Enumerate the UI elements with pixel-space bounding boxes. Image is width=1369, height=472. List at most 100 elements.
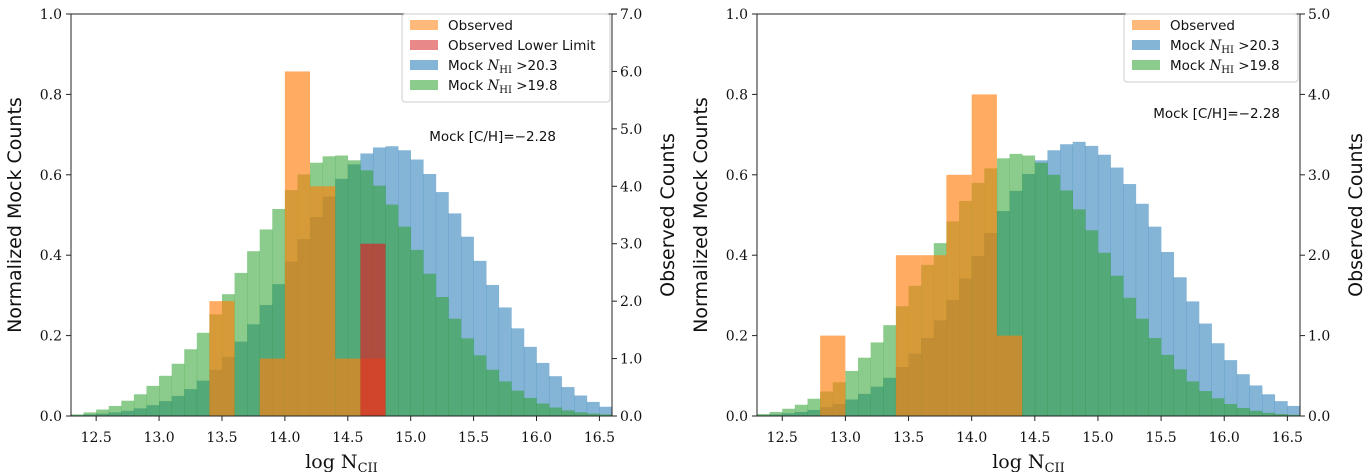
- x-tick-label: 14.0: [269, 430, 300, 446]
- x-axis-title: log NCII: [305, 451, 378, 472]
- x-tick-label: 15.0: [1082, 430, 1113, 446]
- bar-mock-19-8: [1148, 338, 1162, 416]
- bar-mock-20-3: [1224, 360, 1238, 416]
- y-axis-left: 0.0 0.2 0.4 0.6 0.8 1.0: [726, 7, 757, 425]
- legend-label-part: Mock: [1170, 38, 1209, 54]
- bar-mock-19-8: [574, 412, 588, 416]
- y-right-tick-label: 6.0: [620, 64, 642, 80]
- y-right-tick-label: 2.0: [1308, 248, 1330, 264]
- bar-observed: [996, 335, 1023, 416]
- x-axis-title-sub: CII: [1045, 461, 1065, 472]
- y-tick-label: 0.8: [40, 87, 62, 103]
- bar-mock-19-8: [1173, 369, 1187, 416]
- bar-mock-19-8: [561, 410, 575, 416]
- y-right-tick-label: 7.0: [620, 7, 642, 23]
- legend-label-mock-20-3: Mock NHI >20.3: [448, 58, 558, 76]
- bar-mock-19-8: [883, 325, 897, 416]
- x-tick-label: 14.0: [956, 430, 987, 446]
- legend-label-part: Mock: [448, 78, 487, 94]
- bar-observed: [259, 358, 285, 416]
- y-right-tick-label: 1.0: [620, 352, 642, 368]
- x-tick-label: 13.0: [830, 430, 861, 446]
- y-right-tick-label: 3.0: [620, 237, 642, 253]
- bar-mock-19-8: [782, 408, 796, 416]
- legend-label-part: >20.3: [1234, 38, 1280, 54]
- legend-swatch-mock-19-8: [410, 80, 438, 90]
- bar-mock-19-8: [1034, 162, 1048, 416]
- bar-observed: [921, 255, 947, 416]
- bar-mock-20-3: [1274, 401, 1288, 416]
- y-right-tick-label: 3.0: [1308, 168, 1330, 184]
- legend-label-part: Mock: [1170, 58, 1209, 74]
- bar-mock-20-3: [586, 401, 600, 416]
- x-tick-label: 15.5: [1146, 430, 1177, 446]
- bar-observed: [310, 186, 336, 416]
- x-axis-title-sub: CII: [358, 461, 378, 472]
- bar-mock-20-3: [1211, 343, 1225, 416]
- bar-observed: [209, 301, 235, 416]
- bar-observed: [971, 94, 997, 417]
- legend-label-part: >20.3: [512, 58, 558, 74]
- bar-mock-19-8: [757, 413, 770, 416]
- bar-mock-19-8: [794, 404, 808, 416]
- legend-label-part: N: [486, 58, 500, 74]
- x-tick-label: 12.5: [767, 430, 798, 446]
- y-tick-label: 0.4: [40, 248, 62, 264]
- bar-mock-19-8: [184, 349, 198, 416]
- plot-frame: [70, 13, 613, 417]
- bar-mock-19-8: [1135, 318, 1149, 416]
- bar-mock-19-8: [435, 297, 449, 416]
- y-tick-label: 0.4: [726, 248, 748, 264]
- legend-label-lower-limit: Observed Lower Limit: [448, 38, 595, 54]
- bar-mock-19-8: [498, 381, 512, 416]
- bar-mock-19-8: [171, 363, 185, 416]
- bar-observed: [820, 335, 846, 416]
- panel-right-chart: 12.5 13.0 13.5 14.0 14.5 15.0 15.5 16.0 16.50.00…: [690, 7, 1367, 472]
- bar-mock-19-8: [1274, 413, 1288, 416]
- y-tick-label: 0.2: [726, 329, 748, 345]
- bars-group: [757, 94, 1301, 417]
- bar-mock-19-8: [486, 369, 500, 416]
- bar-mock-19-8: [845, 370, 859, 416]
- x-axis: 12.5 13.0 13.5 14.0 14.5 15.0 15.5 16.0 16.5: [81, 416, 615, 446]
- bar-mock-19-8: [461, 338, 474, 416]
- annotation: Mock [C/H]=−2.28: [429, 129, 556, 145]
- y-right-tick-label: 5.0: [620, 122, 642, 138]
- bar-mock-19-8: [159, 375, 172, 416]
- bar-mock-19-8: [536, 403, 550, 416]
- bar-mock-19-8: [1110, 275, 1124, 416]
- y-tick-label: 0.0: [726, 409, 748, 425]
- bar-mock-19-8: [586, 413, 600, 416]
- y-right-tick-label: 4.0: [620, 179, 642, 195]
- y-right-axis-title: Observed Counts: [1345, 133, 1367, 297]
- x-axis-title: log NCII: [992, 451, 1065, 472]
- series-observed: [820, 94, 1023, 417]
- legend-swatch-mock-20-3: [410, 60, 438, 70]
- bar-mock-19-8: [769, 411, 783, 416]
- bar-mock-20-3: [599, 406, 613, 416]
- y-axis-right: 0.0 1.0 2.0 3.0 4.0 5.0 6.0 7.0: [612, 7, 642, 425]
- bar-mock-19-8: [83, 412, 97, 416]
- bar-mock-19-8: [247, 251, 261, 416]
- bar-mock-19-8: [1224, 403, 1238, 416]
- bar-mock-19-8: [1161, 354, 1175, 416]
- x-tick-label: 16.0: [1209, 430, 1240, 446]
- y-tick-label: 0.6: [40, 168, 62, 184]
- bar-observed: [335, 358, 361, 416]
- legend-label-mock-19-8: Mock NHI >19.8: [1170, 58, 1280, 76]
- bar-mock-20-3: [1287, 405, 1301, 416]
- bar-observed: [895, 255, 922, 416]
- bar-mock-19-8: [71, 414, 84, 416]
- bar-mock-19-8: [335, 155, 349, 416]
- bar-mock-19-8: [1186, 381, 1200, 416]
- legend-label-part: >19.8: [512, 78, 558, 94]
- bar-mock-19-8: [1198, 391, 1212, 416]
- bar-mock-19-8: [1236, 407, 1250, 416]
- x-axis-title-main: log N: [305, 451, 357, 472]
- bar-mock-19-8: [523, 397, 537, 416]
- x-tick-label: 12.5: [81, 430, 112, 446]
- y-tick-label: 0.0: [40, 409, 62, 425]
